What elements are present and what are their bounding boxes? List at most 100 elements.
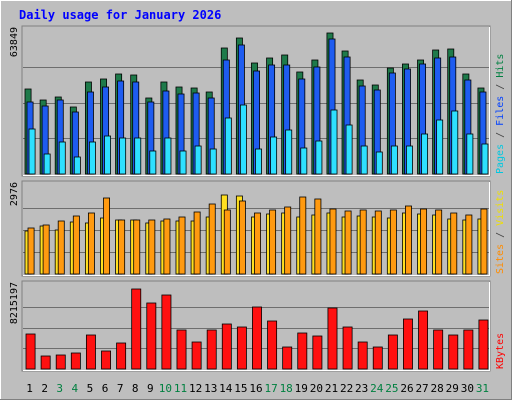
bar-pages-day-4 — [73, 156, 81, 175]
bar-pages-day-28 — [436, 119, 444, 175]
x-tick-label-13: 13 — [204, 382, 217, 395]
legend-text: Files — [495, 96, 506, 126]
x-tick-label-20: 20 — [310, 382, 323, 395]
x-tick-label-24: 24 — [370, 382, 384, 395]
chart-title: Daily usage for January 2026 — [19, 8, 221, 22]
x-tick-label-9: 9 — [147, 382, 154, 395]
bar-kbytes-day-31 — [478, 319, 489, 370]
y-max-label: 2976 — [9, 182, 20, 206]
x-tick-label-1: 1 — [26, 382, 33, 395]
bar-pages-day-30 — [466, 133, 474, 175]
legend-text: Hits — [495, 54, 506, 78]
x-tick-label-7: 7 — [117, 382, 124, 395]
bar-sites-day-9 — [148, 219, 156, 275]
x-tick-label-18: 18 — [280, 382, 293, 395]
bar-sites-day-19 — [299, 196, 307, 275]
x-tick-label-3: 3 — [56, 382, 63, 395]
x-tick-label-21: 21 — [325, 382, 338, 395]
bar-pages-day-15 — [239, 104, 247, 175]
bar-pages-day-26 — [406, 145, 413, 175]
bar-kbytes-day-5 — [85, 334, 96, 370]
x-tick-label-17: 17 — [264, 382, 277, 395]
x-tick-label-5: 5 — [87, 382, 94, 395]
bar-sites-day-2 — [42, 224, 50, 275]
bars-top — [24, 32, 489, 175]
bar-pages-day-10 — [164, 137, 172, 175]
bar-kbytes-day-23 — [357, 341, 368, 370]
x-tick-label-19: 19 — [295, 382, 308, 395]
bar-sites-day-24 — [374, 210, 382, 275]
x-tick-label-6: 6 — [102, 382, 109, 395]
legend-text: / — [495, 126, 506, 144]
panel-middle: 2976 Sites / Visits — [9, 180, 506, 277]
bar-kbytes-day-26 — [403, 318, 413, 370]
x-tick-label-10: 10 — [159, 382, 172, 395]
x-tick-label-28: 28 — [431, 382, 444, 395]
bar-sites-day-17 — [269, 209, 277, 275]
bar-pages-day-6 — [104, 135, 111, 175]
bar-kbytes-day-12 — [191, 341, 202, 370]
bar-kbytes-day-2 — [40, 355, 51, 370]
y-max-label: 8215197 — [9, 282, 20, 324]
x-axis-day-labels: 1 2 3 4 5 6 7 8 9 10 11 12 13 14 15 16 17 18 19 20 21 22 23 24 2… — [26, 382, 489, 395]
bar-kbytes-day-8 — [131, 288, 142, 370]
chart-panels: 63849 Pages / Files / Hits 2976 Sites / Vis… — [9, 25, 506, 372]
legend-text: KBytes — [495, 333, 506, 369]
bar-pages-day-22 — [345, 124, 353, 175]
bar-sites-day-18 — [284, 206, 292, 275]
legend-text: Visits — [495, 190, 506, 226]
bars-middle — [24, 194, 488, 275]
bar-kbytes-day-27 — [418, 310, 429, 370]
bar-kbytes-day-22 — [342, 326, 353, 370]
bar-sites-day-22 — [344, 210, 352, 275]
x-tick-label-14: 14 — [219, 382, 233, 395]
x-tick-label-31: 31 — [476, 382, 489, 395]
bar-sites-day-29 — [450, 212, 458, 275]
x-tick-label-25: 25 — [385, 382, 398, 395]
bar-kbytes-day-21 — [327, 307, 338, 370]
legend-text: Sites — [495, 244, 506, 274]
bar-sites-day-4 — [72, 215, 80, 275]
panel-top: 63849 Pages / Files / Hits — [9, 25, 506, 177]
series-legend-label: Sites / Visits — [495, 190, 506, 274]
bar-kbytes-day-10 — [161, 294, 172, 370]
bar-pages-day-24 — [375, 151, 383, 175]
x-tick-label-16: 16 — [249, 382, 262, 395]
bar-pages-day-3 — [58, 141, 66, 175]
bar-pages-day-16 — [255, 148, 262, 175]
bar-pages-day-17 — [270, 136, 278, 175]
y-max-label: 63849 — [9, 27, 20, 57]
bar-kbytes-day-1 — [25, 333, 36, 370]
bar-kbytes-day-28 — [433, 329, 444, 370]
bar-pages-day-11 — [179, 150, 187, 175]
panel-bottom: 8215197 KBytes — [9, 280, 506, 372]
bar-pages-day-12 — [194, 145, 202, 175]
bar-pages-day-29 — [451, 110, 459, 175]
bar-sites-day-14 — [223, 209, 231, 275]
bar-kbytes-day-6 — [101, 350, 111, 370]
bar-kbytes-day-30 — [463, 329, 474, 370]
bar-kbytes-day-20 — [312, 335, 323, 370]
series-legend-label: Pages / Files / Hits — [495, 54, 506, 174]
bar-sites-day-25 — [389, 209, 397, 275]
bar-kbytes-day-17 — [267, 320, 278, 370]
bar-pages-day-27 — [421, 133, 429, 175]
bar-sites-day-21 — [329, 208, 337, 275]
x-tick-label-26: 26 — [400, 382, 413, 395]
bar-kbytes-day-3 — [55, 354, 66, 370]
bar-kbytes-day-18 — [282, 346, 293, 370]
bar-sites-day-7 — [118, 219, 126, 275]
x-tick-label-11: 11 — [174, 382, 187, 395]
bar-sites-day-3 — [57, 220, 65, 275]
bar-kbytes-day-4 — [70, 352, 81, 370]
bar-sites-day-13 — [208, 203, 216, 275]
bar-sites-day-28 — [435, 209, 443, 275]
bar-kbytes-day-13 — [206, 329, 217, 370]
legend-text: / — [495, 226, 506, 244]
bar-kbytes-day-9 — [146, 302, 157, 370]
bar-pages-day-19 — [300, 147, 308, 175]
bar-sites-day-15 — [238, 200, 246, 275]
bar-sites-day-20 — [314, 198, 322, 275]
x-tick-label-29: 29 — [446, 382, 459, 395]
bar-sites-day-11 — [178, 216, 186, 275]
